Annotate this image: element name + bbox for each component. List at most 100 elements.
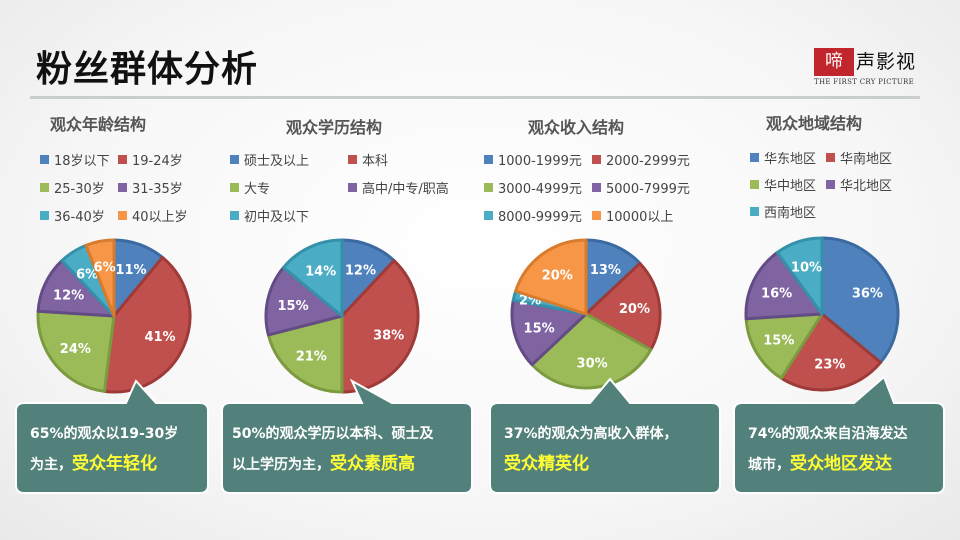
legend-label: 8000-9999元 (498, 210, 582, 225)
callout-highlight: 受众年轻化 (72, 454, 157, 474)
legend-swatch (230, 211, 239, 220)
legend-label: 华北地区 (840, 179, 893, 194)
slice-data-label: 15% (524, 322, 555, 337)
pie-slice (266, 314, 344, 394)
callout-shape (15, 379, 209, 494)
legend-swatch (348, 183, 357, 192)
pie-slice (779, 312, 883, 392)
slice-data-label: 36% (852, 287, 883, 302)
callout-line: 城市， (748, 457, 790, 473)
legend-label: 华中地区 (764, 179, 817, 194)
legend-label: 3000-4999元 (498, 182, 582, 197)
pie-slice (775, 236, 824, 316)
logo-text: 声影视 (856, 51, 917, 73)
legend-swatch (348, 155, 357, 164)
chart-title-education: 观众学历结构 (286, 118, 383, 137)
pie-slice (514, 238, 588, 316)
legend-swatch (118, 183, 127, 192)
callout-shape (733, 375, 945, 494)
slice-data-label: 12% (345, 263, 376, 278)
slice-data-label: 20% (619, 302, 650, 317)
legend-label: 西南地区 (764, 206, 817, 221)
pie-slice (36, 309, 116, 393)
pie-slice (510, 298, 588, 367)
pie-slice (102, 255, 192, 394)
callout-line: 74%的观众来自沿海发达 (748, 426, 908, 442)
pie-slice (264, 266, 344, 337)
legend-swatch (230, 183, 239, 192)
pie-slice (281, 238, 344, 318)
legend-swatch (230, 155, 239, 164)
legend-item: 10000以上 (592, 206, 673, 225)
legend-label: 1000-1999元 (498, 154, 582, 169)
company-logo: 啼 声影视 THE FIRST CRY PICTURE (814, 48, 918, 92)
callout-line: 以上学历为主， (232, 457, 330, 473)
legend-item: 华中地区 (750, 175, 816, 194)
slice-data-label: 14% (305, 265, 336, 280)
legend-item: 西南地区 (750, 202, 816, 221)
slice-data-label: 15% (277, 299, 308, 314)
legend-label: 大专 (244, 182, 271, 197)
legend-swatch (826, 180, 835, 189)
chart-title-income: 观众收入结构 (528, 118, 625, 137)
legend-item: 2000-2999元 (592, 150, 690, 169)
legend-label: 硕士及以上 (244, 154, 310, 169)
legend-item: 初中及以下 (230, 206, 309, 225)
callout-line: 为主， (30, 457, 72, 473)
legend-swatch (750, 153, 759, 162)
legend-swatch (40, 211, 49, 220)
pie-slice (84, 238, 116, 318)
chart-title-age: 观众年龄结构 (50, 115, 147, 134)
legend-swatch (750, 207, 759, 216)
legend-swatch (484, 155, 493, 164)
slice-data-label: 11% (115, 263, 146, 278)
pie-slice (820, 236, 900, 364)
legend-swatch (40, 155, 49, 164)
slice-data-label: 23% (814, 358, 845, 373)
slice-data-label: 21% (296, 350, 327, 365)
legend-label: 华南地区 (840, 152, 893, 167)
callout-text: 74%的观众来自沿海发达 城市，受众地区发达 (748, 419, 908, 480)
callout-highlight: 受众精英化 (504, 454, 589, 474)
legend-swatch (826, 153, 835, 162)
legend-item: 36-40岁 (40, 206, 105, 225)
legend-swatch (118, 211, 127, 220)
legend-item: 8000-9999元 (484, 206, 582, 225)
legend-item: 华南地区 (826, 148, 892, 167)
callout-highlight: 受众素质高 (330, 454, 415, 474)
slice-data-label: 16% (761, 287, 792, 302)
pie-slice (744, 251, 824, 321)
legend-item: 19-24岁 (118, 150, 183, 169)
legend-label: 40以上岁 (132, 210, 188, 225)
legend-item: 25-30岁 (40, 178, 105, 197)
legend-swatch (484, 211, 493, 220)
slice-data-label: 13% (590, 263, 621, 278)
slice-data-label: 38% (373, 328, 404, 343)
legend-item: 硕士及以上 (230, 150, 309, 169)
slice-data-label: 6% (94, 261, 116, 276)
legend-label: 初中及以下 (244, 210, 310, 225)
callout-income: 37%的观众为高收入群体， 受众精英化 (489, 377, 721, 494)
pie-slice (584, 261, 662, 352)
slice-data-label: 41% (144, 330, 175, 345)
legend-item: 5000-7999元 (592, 178, 690, 197)
legend-item: 高中/中专/职高 (348, 178, 449, 197)
callout-shape (221, 378, 473, 494)
legend-label: 2000-2999元 (606, 154, 690, 169)
legend-swatch (592, 155, 601, 164)
slice-data-label: 12% (53, 289, 84, 304)
pie-slice (744, 312, 824, 380)
legend-item: 3000-4999元 (484, 178, 582, 197)
callout-region: 74%的观众来自沿海发达 城市，受众地区发达 (733, 375, 945, 494)
title-divider (30, 96, 920, 99)
logo-mark: 啼 (814, 48, 854, 76)
legend-item: 1000-1999元 (484, 150, 582, 169)
callout-line: 50%的观众学历以本科、硕士及 (232, 426, 434, 442)
logo-subtitle: THE FIRST CRY PICTURE (814, 78, 915, 86)
legend-label: 10000以上 (606, 210, 674, 225)
legend-item: 大专 (230, 178, 270, 197)
